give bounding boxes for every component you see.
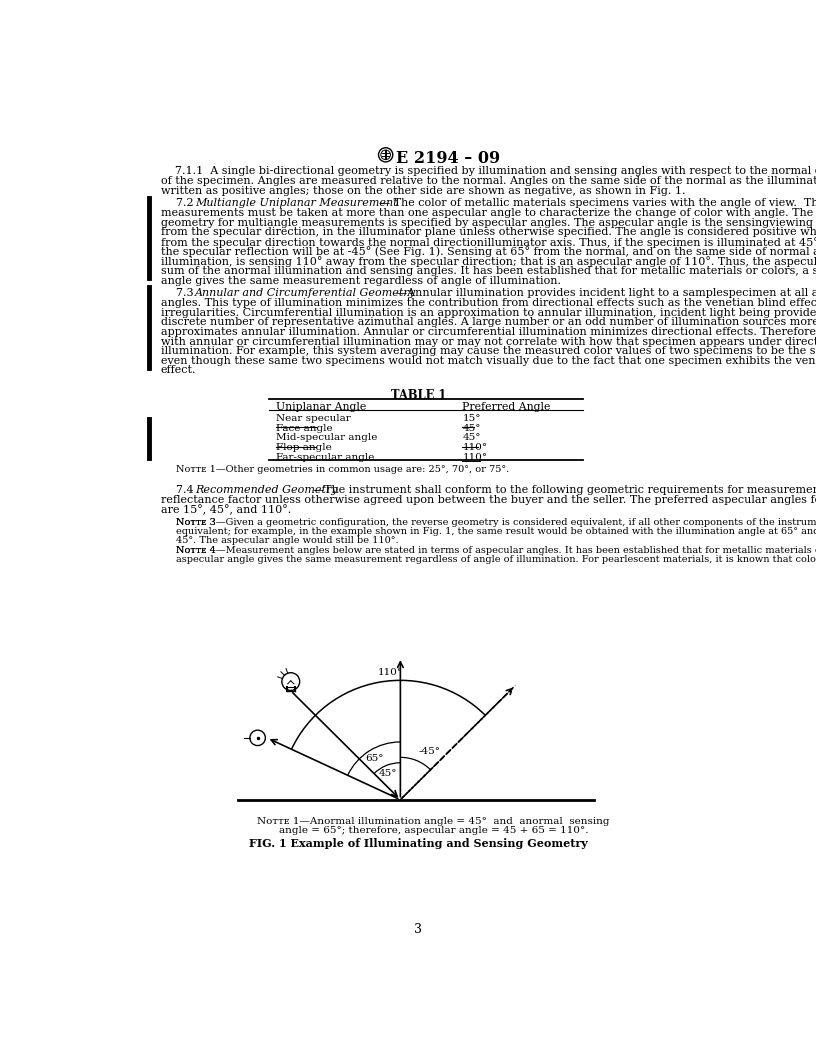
Text: —The instrument shall conform to the following geometric requirements for measur: —The instrument shall conform to the fol… (313, 485, 816, 495)
Text: Multiangle Uniplanar Measurement: Multiangle Uniplanar Measurement (195, 199, 397, 208)
Text: Recommended Geometry: Recommended Geometry (195, 485, 338, 495)
Text: angle gives the same measurement regardless of angle of illumination.: angle gives the same measurement regardl… (161, 276, 561, 285)
Text: 45°: 45° (463, 433, 481, 442)
Text: Preferred Angle: Preferred Angle (463, 402, 551, 412)
Text: angles. This type of illumination minimizes the contribution from directional ef: angles. This type of illumination minimi… (161, 298, 816, 308)
Text: illumination, is sensing 110° away from the specular direction; that is an aspec: illumination, is sensing 110° away from … (161, 257, 816, 267)
Circle shape (381, 150, 390, 159)
Text: angle = 65°; therefore, aspecular angle = 45 + 65 = 110°.: angle = 65°; therefore, aspecular angle … (279, 826, 588, 835)
Text: effect.: effect. (161, 365, 197, 376)
Text: Face angle: Face angle (277, 423, 333, 433)
Text: aspecular angle gives the same measurement regardless of angle of illumination. : aspecular angle gives the same measureme… (176, 555, 816, 564)
Text: -45°: -45° (419, 748, 441, 756)
Text: geometry for multiangle measurements is specified by aspecular angles. The aspec: geometry for multiangle measurements is … (161, 218, 816, 228)
Text: Annular and Circumferential Geometry: Annular and Circumferential Geometry (195, 288, 416, 298)
Text: Nᴏᴛᴛᴇ 3: Nᴏᴛᴛᴇ 3 (176, 518, 216, 527)
Text: Nᴏᴛᴛᴇ 1—Anormal illumination angle = 45°  and  anormal  sensing: Nᴏᴛᴛᴇ 1—Anormal illumination angle = 45°… (258, 816, 610, 826)
Text: measurements must be taken at more than one aspecular angle to characterize the : measurements must be taken at more than … (161, 208, 816, 218)
Text: from the specular direction towards the normal directionilluminator axis. Thus, : from the specular direction towards the … (161, 237, 816, 248)
Text: even though these same two specimens would not match visually due to the fact th: even though these same two specimens wou… (161, 356, 816, 365)
Text: Mid-specular angle: Mid-specular angle (277, 433, 378, 442)
Text: 7.1.1  A single bi-directional geometry is specified by illumination and sensing: 7.1.1 A single bi-directional geometry i… (161, 167, 816, 176)
Text: are 15°, 45°, and 110°.: are 15°, 45°, and 110°. (161, 505, 291, 515)
Text: FIG. 1 Example of Illuminating and Sensing Geometry: FIG. 1 Example of Illuminating and Sensi… (249, 837, 588, 849)
Text: Far-specular angle: Far-specular angle (277, 453, 375, 461)
Text: 15°: 15° (463, 414, 481, 423)
Text: illumination. For example, this system averaging may cause the measured color va: illumination. For example, this system a… (161, 346, 816, 356)
Text: sum of the anormal illumination and sensing angles. It has been established that: sum of the anormal illumination and sens… (161, 266, 816, 276)
Text: the specular reflection will be at -45° (See Fig. 1). Sensing at 65° from the no: the specular reflection will be at -45° … (161, 247, 816, 258)
Text: irregularities. Circumferential illumination is an approximation to annular illu: irregularities. Circumferential illumina… (161, 307, 816, 318)
Text: Nᴏᴛᴛᴇ 4: Nᴏᴛᴛᴇ 4 (176, 546, 216, 555)
Text: from the specular direction, in the illuminator plane unless otherwise specified: from the specular direction, in the illu… (161, 227, 816, 238)
Text: 7.2: 7.2 (176, 199, 201, 208)
Text: 3: 3 (415, 923, 422, 936)
Text: Nᴏᴛᴛᴇ 3—Given a geometric configuration, the reverse geometry is considered equi: Nᴏᴛᴛᴇ 3—Given a geometric configuration,… (176, 518, 816, 527)
Text: 45°. The aspecular angle would still be 110°.: 45°. The aspecular angle would still be … (176, 535, 399, 545)
Text: with annular or circumferential illumination may or may not correlate with how t: with annular or circumferential illumina… (161, 337, 816, 346)
Text: —Annular illumination provides incident light to a samplespecimen at all azimuth: —Annular illumination provides incident … (397, 288, 816, 298)
Text: written as positive angles; those on the other side are shown as negative, as sh: written as positive angles; those on the… (161, 186, 685, 195)
Text: TABLE 1: TABLE 1 (391, 389, 446, 402)
Text: equivalent; for example, in the example shown in Fig. 1, the same result would b: equivalent; for example, in the example … (176, 527, 816, 535)
Text: Nᴏᴛᴛᴇ 4—Measurement angles below are stated in terms of aspecular angles. It has: Nᴏᴛᴛᴇ 4—Measurement angles below are sta… (176, 546, 816, 555)
Text: reflectance factor unless otherwise agreed upon between the buyer and the seller: reflectance factor unless otherwise agre… (161, 495, 816, 505)
Text: discrete number of representative azimuthal angles. A large number or an odd num: discrete number of representative azimut… (161, 317, 816, 327)
Text: E 2194 – 09: E 2194 – 09 (397, 150, 501, 167)
Text: 45°: 45° (379, 769, 397, 778)
Text: Near specular: Near specular (277, 414, 351, 423)
Text: 110°: 110° (378, 667, 403, 677)
Text: 7.4: 7.4 (176, 485, 201, 495)
Text: 65°: 65° (365, 754, 384, 763)
Text: Flop angle: Flop angle (277, 444, 332, 452)
Text: of the specimen. Angles are measured relative to the normal. Angles on the same : of the specimen. Angles are measured rel… (161, 176, 816, 186)
Text: Uniplanar Angle: Uniplanar Angle (277, 402, 366, 412)
Text: 7.3: 7.3 (176, 288, 201, 298)
Text: 110°: 110° (463, 453, 487, 461)
Text: — The color of metallic materials specimens varies with the angle of view.  Thus: — The color of metallic materials specim… (379, 199, 816, 208)
Text: 110°: 110° (463, 444, 487, 452)
Text: approximates annular illumination. Annular or circumferential illumination minim: approximates annular illumination. Annul… (161, 327, 816, 337)
Text: 45°: 45° (463, 423, 481, 433)
Text: Nᴏᴛᴛᴇ 1—Other geometries in common usage are: 25°, 70°, or 75°.: Nᴏᴛᴛᴇ 1—Other geometries in common usage… (176, 466, 510, 474)
